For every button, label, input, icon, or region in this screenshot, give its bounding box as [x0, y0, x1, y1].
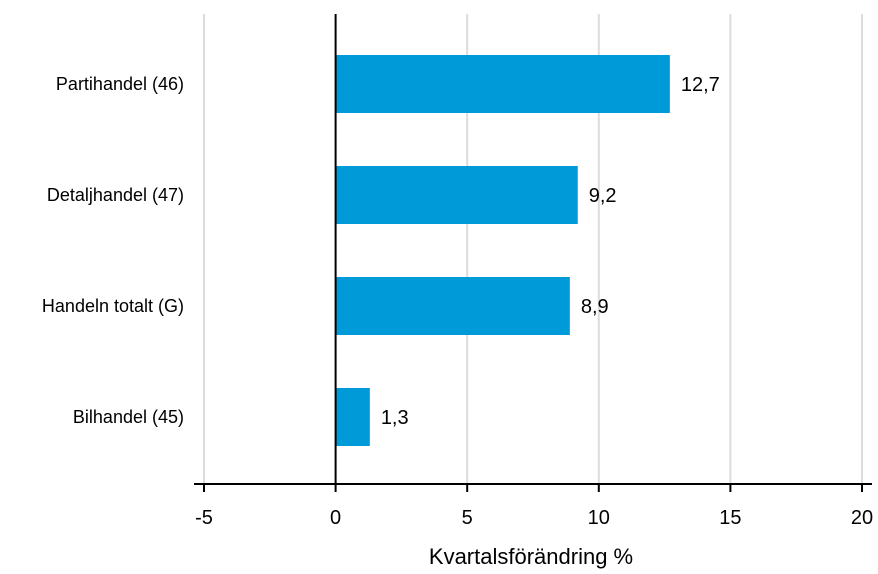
x-tick-label-5: 20	[851, 507, 873, 529]
bar-0	[335, 55, 670, 113]
bar-layer	[335, 55, 670, 446]
value-label-0: 12,7	[681, 74, 720, 96]
bar-1	[335, 166, 578, 224]
x-tick-label-4: 15	[719, 507, 741, 529]
bar-2	[335, 277, 570, 335]
category-label-0: Partihandel (46)	[56, 74, 184, 94]
value-label-1: 9,2	[589, 185, 617, 207]
x-tick-label-2: 5	[462, 507, 473, 529]
x-tick-label-0: -5	[195, 507, 213, 529]
category-label-1: Detaljhandel (47)	[47, 185, 184, 205]
x-tick-label-3: 10	[588, 507, 610, 529]
category-label-2: Handeln totalt (G)	[42, 296, 184, 316]
category-label-3: Bilhandel (45)	[73, 407, 184, 427]
bar-3	[335, 388, 370, 446]
value-label-2: 8,9	[581, 296, 609, 318]
label-layer: 12,7 Partihandel (46) 9,2 Detaljhandel (47)…	[42, 74, 720, 429]
x-axis-title: Kvartalsförändring %	[429, 544, 633, 569]
x-tick-label-1: 0	[330, 507, 341, 529]
axis-layer: -5 0 5 10 15 20	[194, 14, 873, 529]
value-label-3: 1,3	[381, 407, 409, 429]
